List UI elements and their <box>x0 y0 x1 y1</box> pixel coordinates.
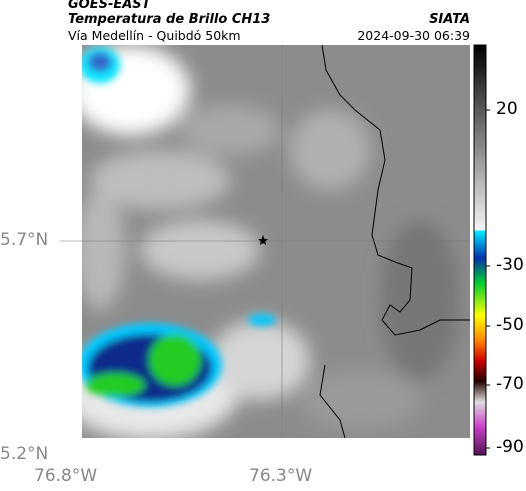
region: Vía Medellín - Quibdó 50km <box>68 28 241 43</box>
colorbar-label: -90 <box>496 437 524 457</box>
colorbar-ticks <box>486 109 490 449</box>
timestamp: 2024-09-30 06:39 <box>357 28 470 43</box>
lat-label: 5.2°N <box>0 444 49 464</box>
subtitle: Temperatura de Brillo CH13 <box>68 12 271 27</box>
lon-label: 76.3°W <box>249 466 313 486</box>
colorbar-label: 20 <box>496 99 518 119</box>
source: SIATA <box>429 12 470 27</box>
colorbar-label: -70 <box>496 374 524 394</box>
colorbar <box>473 44 487 456</box>
satellite-image <box>82 45 470 438</box>
lon-label: 76.8°W <box>34 466 98 486</box>
lat-label: 5.7°N <box>0 230 49 250</box>
colorbar-label: -50 <box>496 315 524 335</box>
colorbar-label: -30 <box>496 255 524 275</box>
location-star <box>258 235 268 245</box>
title: GOES-EAST <box>68 0 151 12</box>
